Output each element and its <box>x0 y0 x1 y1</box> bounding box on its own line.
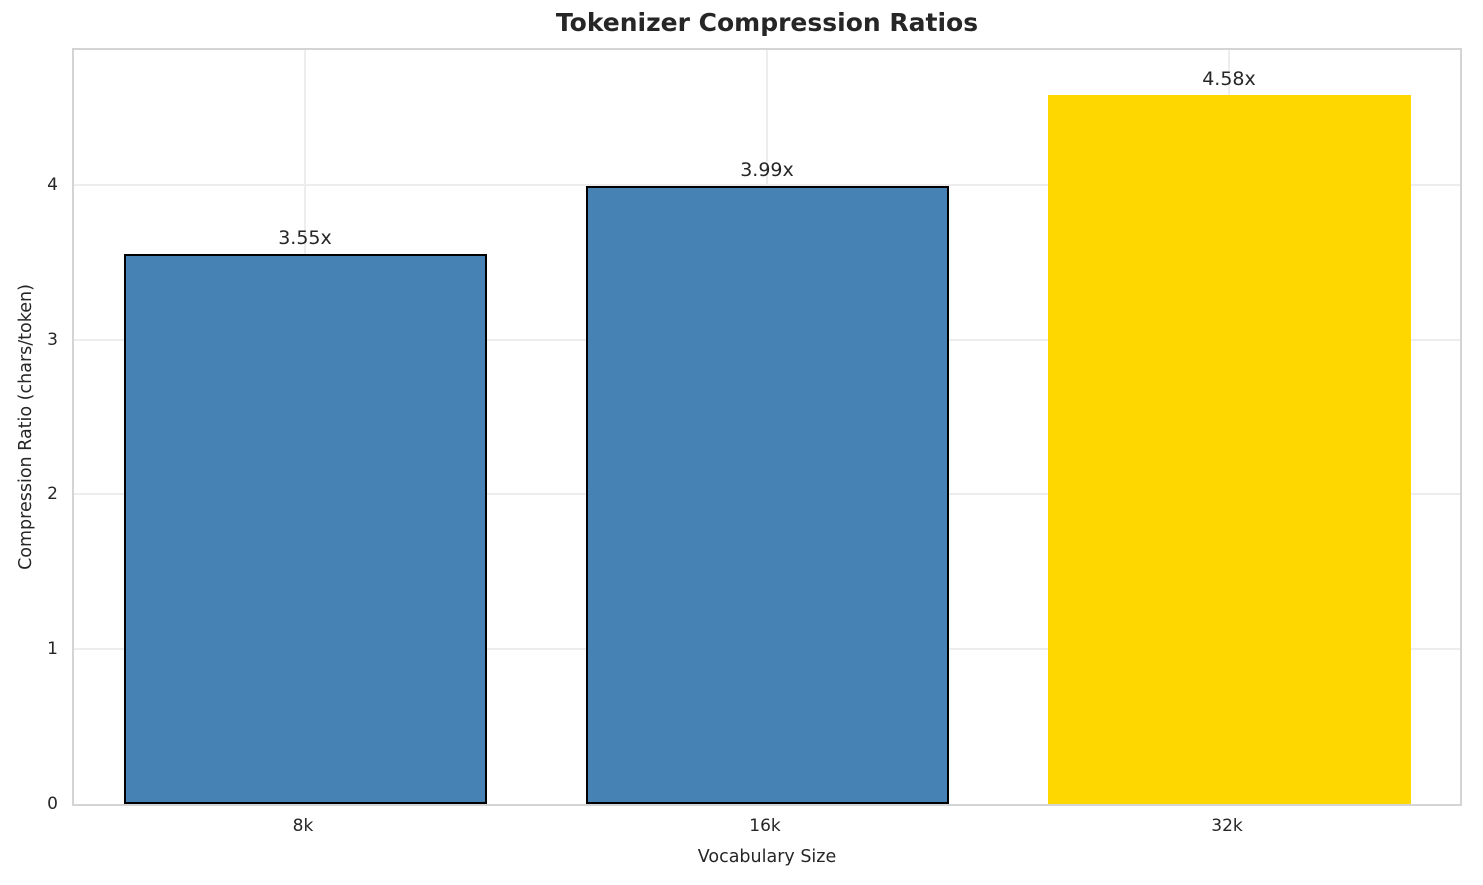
bar-value-label: 3.99x <box>740 159 794 182</box>
x-tick-label: 16k <box>749 816 781 836</box>
bar-value-label: 3.55x <box>278 227 332 250</box>
y-tick-label: 0 <box>47 794 58 814</box>
y-tick-label: 3 <box>47 329 58 350</box>
y-tick-label: 1 <box>47 639 58 660</box>
bar-16k <box>585 186 949 804</box>
x-tick-label: 8k <box>292 816 314 836</box>
bar-8k <box>123 254 487 804</box>
bar-32k <box>1047 94 1411 804</box>
bar-value-label: 4.58x <box>1202 67 1256 90</box>
plot-area: 3.55x 3.99x 4.58x <box>72 48 1462 806</box>
x-axis-label: Vocabulary Size <box>697 847 837 867</box>
y-tick-label: 4 <box>47 174 58 195</box>
chart-title: Tokenizer Compression Ratios <box>555 8 979 37</box>
y-tick-label: 2 <box>47 484 58 505</box>
y-axis-label: Compression Ratio (chars/token) <box>16 284 36 570</box>
x-tick-label: 32k <box>1211 816 1243 836</box>
